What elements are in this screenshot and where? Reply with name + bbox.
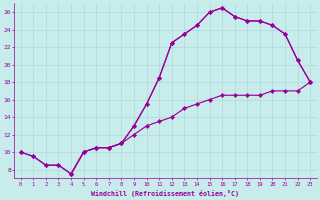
X-axis label: Windchill (Refroidissement éolien,°C): Windchill (Refroidissement éolien,°C)	[92, 190, 239, 197]
